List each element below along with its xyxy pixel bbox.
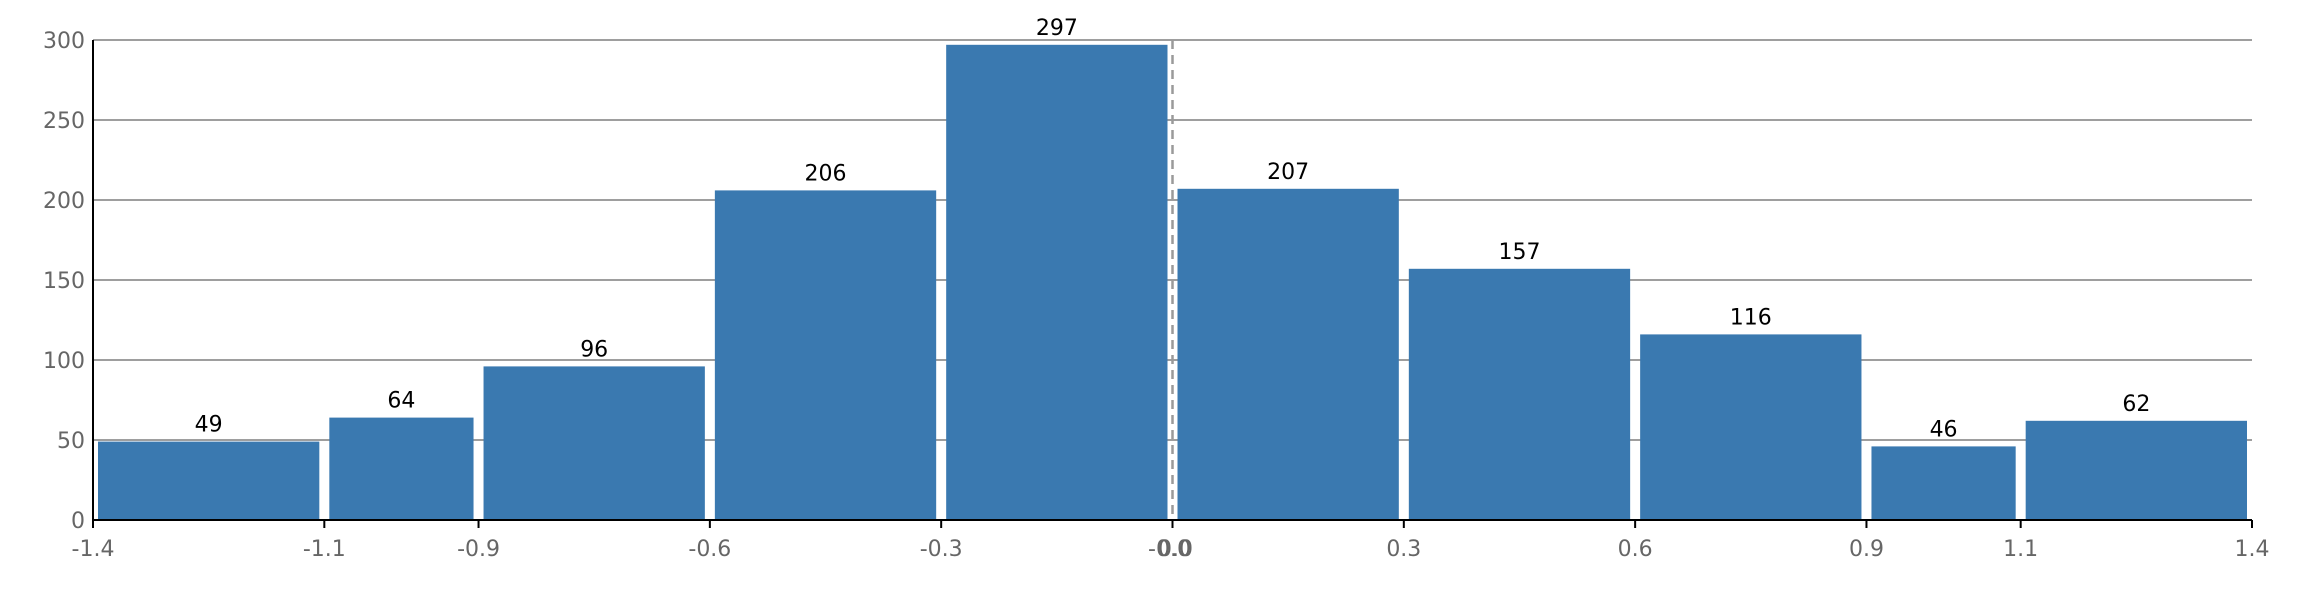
- y-tick-label: 250: [43, 109, 85, 134]
- x-tick-label: 1.4: [2235, 537, 2270, 562]
- bar-value-label: 62: [2122, 392, 2150, 417]
- histogram-bar: [98, 441, 320, 520]
- bar-value-label: 157: [1498, 240, 1540, 265]
- bar-value-label: 207: [1267, 160, 1309, 185]
- y-tick-label: 150: [43, 269, 85, 294]
- histogram-bar: [946, 44, 1168, 521]
- x-tick-label: 0.3: [1386, 537, 1421, 562]
- axis-layer: 0 50 100 150 200 250 300 -1.4 -1.1 -0.9 -0.6 -0.3 -0…: [43, 29, 2270, 562]
- histogram-bar: [1640, 334, 1862, 520]
- x-tick-label: 0.0: [1158, 537, 1193, 562]
- x-tick-label: -0.0: [1148, 537, 1191, 562]
- histogram-bar: [714, 190, 937, 520]
- histogram-bar: [1177, 188, 1399, 521]
- x-tick-label: -1.4: [72, 537, 115, 562]
- histogram-bar: [2025, 420, 2247, 520]
- x-tick-label: 0.9: [1849, 537, 1884, 562]
- x-tick-label: 1.1: [2003, 537, 2038, 562]
- y-tick-label: 100: [43, 349, 85, 374]
- x-tick-label: -0.3: [920, 537, 963, 562]
- bar-value-label: 96: [580, 337, 608, 362]
- bar-value-label: 64: [387, 389, 415, 414]
- bar-label-layer: 49 64 96 206 297 207 157 116 46 62: [195, 16, 2151, 443]
- x-tick-label: -0.9: [457, 537, 500, 562]
- bar-value-label: 49: [195, 413, 223, 438]
- y-tick-label: 0: [71, 509, 85, 534]
- histogram-bar: [1871, 446, 2016, 520]
- bar-layer: [98, 44, 2247, 521]
- x-tick-label: -0.6: [688, 537, 731, 562]
- histogram-bar: [329, 417, 474, 520]
- x-tick-label: -1.1: [303, 537, 346, 562]
- bar-value-label: 46: [1930, 417, 1958, 442]
- bar-value-label: 206: [805, 161, 847, 186]
- bar-value-label: 297: [1036, 16, 1078, 41]
- histogram-bar: [1408, 268, 1631, 520]
- histogram-bar: [483, 366, 705, 520]
- bar-value-label: 116: [1730, 305, 1772, 330]
- y-tick-label: 300: [43, 29, 85, 54]
- y-tick-label: 200: [43, 189, 85, 214]
- x-tick-label: 0.6: [1618, 537, 1653, 562]
- y-tick-label: 50: [57, 429, 85, 454]
